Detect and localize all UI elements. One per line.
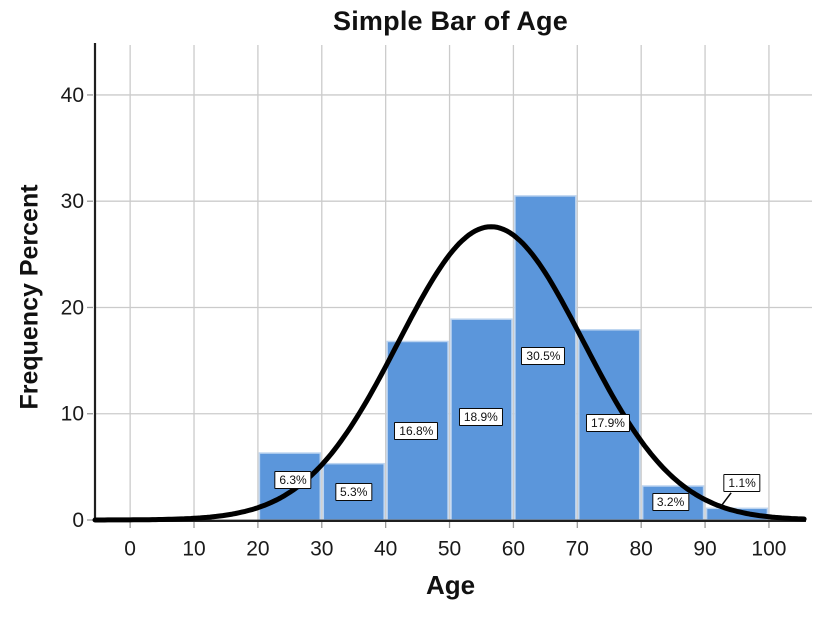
bar: [386, 340, 449, 521]
x-tick-label: 100: [751, 537, 786, 560]
y-tick-label: 0: [72, 509, 84, 532]
x-tick-label: 10: [182, 537, 205, 560]
bar: [322, 462, 385, 521]
y-tick-label: 20: [61, 296, 84, 319]
y-tick-label: 30: [61, 190, 84, 213]
x-tick-label: 40: [374, 537, 397, 560]
x-tick-label: 60: [502, 537, 525, 560]
y-tick-label: 10: [61, 403, 84, 426]
x-tick-label: 70: [566, 537, 589, 560]
chart-title: Simple Bar of Age: [333, 6, 568, 36]
x-tick-label: 20: [246, 537, 269, 560]
y-tick-label: 40: [61, 84, 84, 107]
x-tick-label: 0: [124, 537, 136, 560]
x-tick-label: 30: [310, 537, 333, 560]
x-axis-title: Age: [425, 570, 476, 600]
x-tick-label: 50: [438, 537, 461, 560]
x-tick-label: 90: [693, 537, 716, 560]
x-tick-label: 80: [630, 537, 653, 560]
normal-curve: [92, 224, 807, 523]
bar: [258, 452, 322, 521]
callout-leader-line: [720, 492, 732, 507]
bar: [450, 318, 513, 521]
